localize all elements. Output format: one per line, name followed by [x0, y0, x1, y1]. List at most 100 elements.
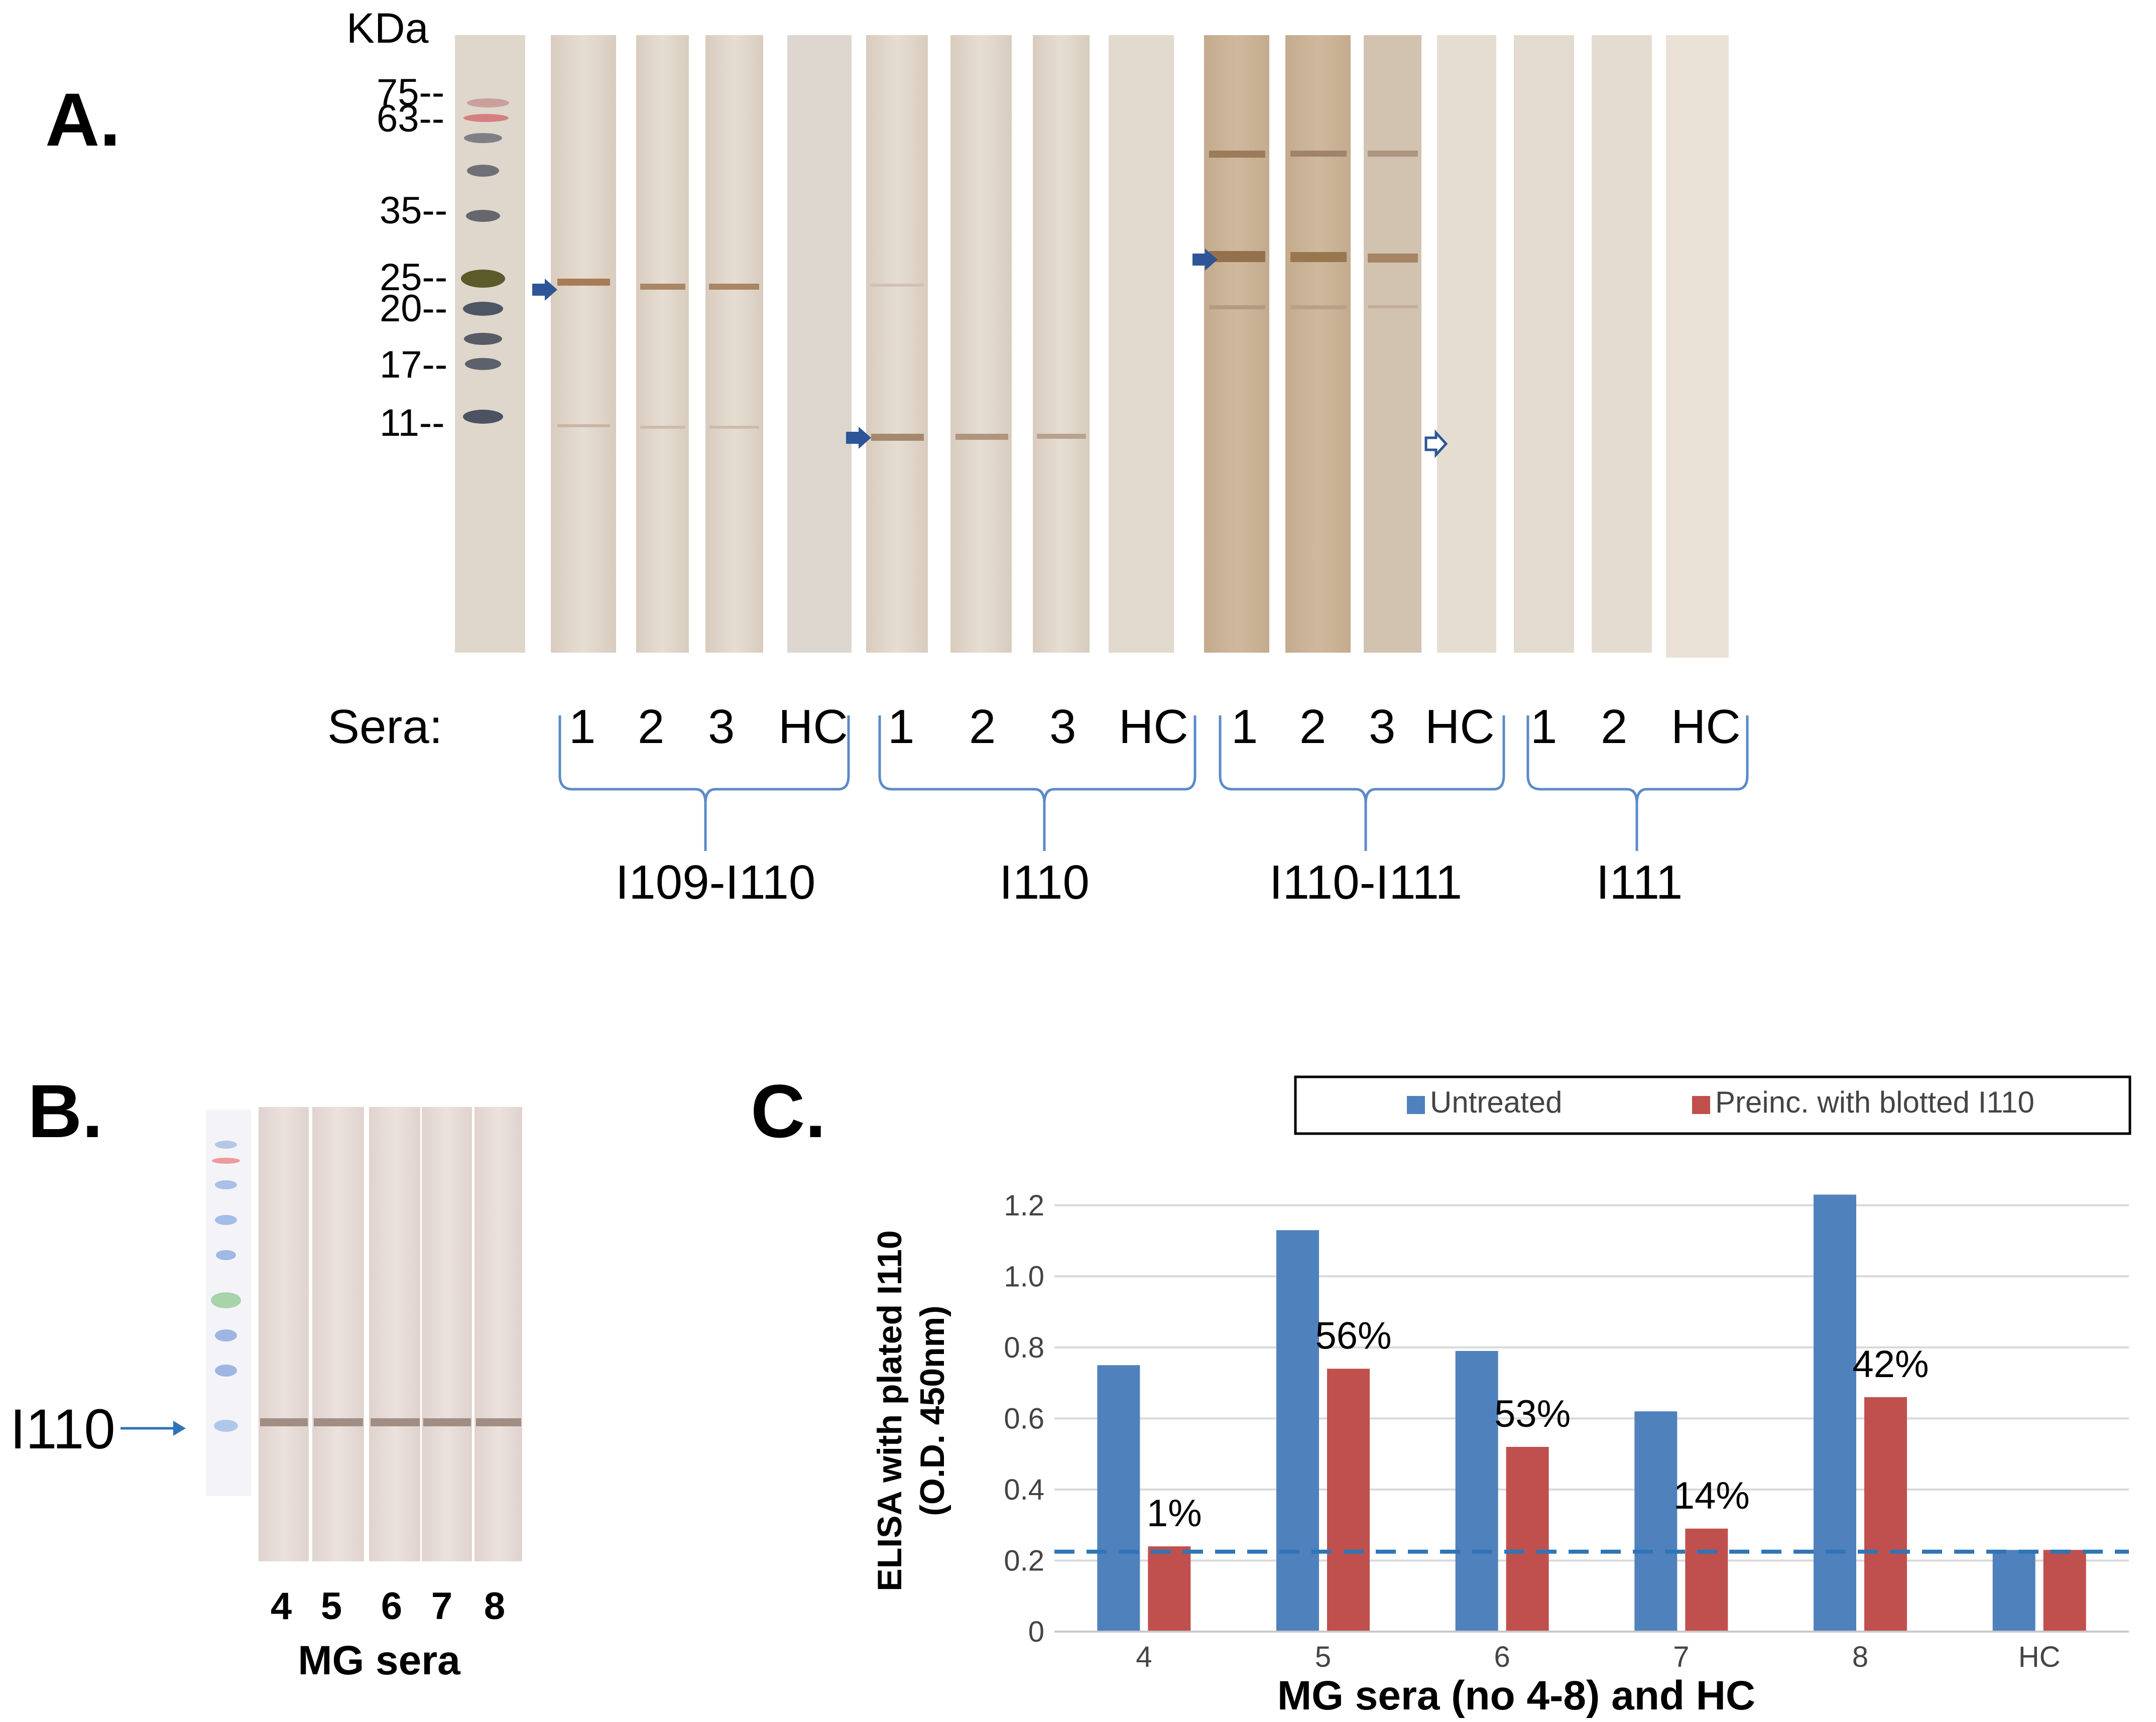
lane-label: 3: [1369, 700, 1395, 754]
y-tick-label: 0.2: [1004, 1544, 1044, 1577]
strip-g2-2: [950, 35, 1012, 653]
group-braces: [558, 715, 1749, 851]
bar-untreated-4: [1097, 1365, 1140, 1632]
sera-label: Sera:: [327, 700, 442, 754]
y-tick-label: 1.0: [1004, 1260, 1044, 1293]
chart-bars: [1097, 1194, 2086, 1632]
x-tick-label: 8: [1852, 1641, 1868, 1673]
strip-b-7: [422, 1107, 472, 1561]
lane-label: 1: [1530, 700, 1557, 754]
panel-c-label: C.: [751, 1069, 826, 1153]
y-tick-label: 0.4: [1004, 1473, 1044, 1506]
x-tick-label: 5: [1315, 1641, 1331, 1673]
marker-35: 35--: [380, 189, 447, 232]
bar-preinc-6: [1506, 1447, 1549, 1632]
strip-g2-3: [1033, 35, 1090, 653]
strip-g4-2: [1592, 35, 1652, 653]
marker-63: 63--: [377, 97, 444, 140]
group-name: I111: [1596, 855, 1683, 909]
marker-75: 75--: [377, 71, 444, 114]
y-tick-label: 1.2: [1004, 1189, 1044, 1222]
chart-gridlines: [1054, 1204, 2129, 1562]
strip-b-4: [259, 1107, 309, 1561]
panel-a-label: A.: [45, 77, 121, 162]
panel-b-label: B.: [28, 1069, 103, 1153]
lane-label: 2: [1299, 700, 1326, 754]
legend-swatch-preinc: [1692, 1096, 1710, 1114]
strip-b-5: [312, 1107, 364, 1561]
bar-untreated-HC: [1992, 1550, 2035, 1632]
bar-preinc-5: [1327, 1369, 1370, 1632]
b-lane-labels: 4 5 6 7 8: [271, 1585, 505, 1628]
lane-label: 2: [638, 700, 664, 754]
strip-g1-3: [705, 35, 763, 653]
lane-label: 3: [708, 700, 735, 754]
strip-g1-2: [636, 35, 689, 653]
b-xlabel: MG sera: [298, 1638, 461, 1683]
lane-label: HC: [1119, 700, 1188, 754]
strip-b-8: [474, 1107, 522, 1561]
bar-preinc-8: [1864, 1397, 1907, 1632]
bar-untreated-5: [1276, 1230, 1319, 1632]
chart-ylabel-2: (O.D. 450nm): [913, 1305, 951, 1516]
lane-label: 1: [569, 700, 595, 754]
strip-g3-2: [1285, 35, 1351, 653]
chart-y-ticks: 0 0.2 0.4 0.6 0.8 1.0 1.2: [1004, 1189, 1044, 1648]
strip-g2-1: [866, 35, 928, 653]
chart-legend: Untreated Preinc. with blotted I110: [1294, 1075, 2131, 1135]
arrow-right-icon: [121, 1421, 186, 1436]
open-arrow-icon: [1424, 429, 1448, 458]
western-blot-strips: [551, 35, 1729, 658]
marker-25: 25--: [380, 256, 447, 299]
panel-a: A. KDa 75-- 63-- 35-- 25-- 20-- 17-- 11-…: [45, 5, 1749, 909]
x-tick-label: 6: [1494, 1641, 1510, 1673]
lane-label: 3: [1049, 700, 1076, 754]
chart-xlabel: MG sera (no 4-8) and HC: [1277, 1673, 1755, 1718]
reduction-label: 42%: [1852, 1343, 1929, 1386]
ladder-strip-b: [206, 1110, 251, 1496]
strip-g2-hc: [1109, 35, 1174, 653]
bar-untreated-8: [1814, 1194, 1856, 1632]
marker-17: 17--: [380, 343, 447, 386]
y-tick-label: 0: [1028, 1616, 1044, 1648]
group-name: I110: [999, 855, 1090, 909]
marker-11: 11--: [380, 402, 445, 444]
legend-label-preinc: Preinc. with blotted I110: [1715, 1085, 2034, 1119]
kda-unit-label: KDa: [346, 5, 429, 52]
lane-label: 8: [484, 1585, 505, 1628]
lane-labels-g4: 1 2 HC: [1530, 700, 1741, 754]
panel-c: C. Untreated Preinc. with blotted I110 0…: [751, 1069, 2131, 1718]
lane-label: 2: [969, 700, 996, 754]
panel-b: B. I110: [10, 1069, 522, 1683]
lane-label: 1: [888, 700, 914, 754]
x-tick-label: HC: [2018, 1641, 2061, 1673]
group-names: I109-I110 I110 I110-I111 I111: [616, 855, 1683, 909]
marker-20: 20--: [380, 287, 447, 330]
chart-percent-labels: 1% 56% 53% 14% 42%: [1147, 1314, 1929, 1535]
band-arrow-icon: [532, 249, 1218, 449]
strip-g1-hc: [787, 35, 852, 653]
group-name: I109-I110: [616, 855, 816, 909]
reduction-label: 56%: [1315, 1314, 1391, 1357]
strip-g3-3: [1364, 35, 1421, 653]
strip-g1-1: [551, 35, 616, 653]
b-band-label: I110: [10, 1398, 115, 1460]
lane-labels-g3: 1 2 3 HC: [1231, 700, 1495, 754]
lane-label: 1: [1231, 700, 1258, 754]
strip-g3-1: [1204, 35, 1269, 653]
strip-g4-hc: [1666, 35, 1729, 658]
strip-b-6: [369, 1107, 420, 1561]
x-tick-label: 7: [1673, 1641, 1689, 1673]
lane-label: 2: [1601, 700, 1627, 754]
lane-label: 4: [271, 1585, 292, 1628]
strip-g3-hc: [1437, 35, 1496, 653]
bar-untreated-6: [1455, 1350, 1498, 1632]
chart-ylabel-1: ELISA with plated I110: [871, 1230, 909, 1591]
y-tick-label: 0.8: [1004, 1331, 1044, 1364]
lane-label: 6: [381, 1585, 402, 1628]
lane-labels-g2: 1 2 3 HC: [888, 700, 1188, 754]
chart-x-ticks: 4 5 6 7 8 HC: [1136, 1641, 2060, 1673]
lane-label: HC: [778, 700, 848, 754]
reduction-label: 14%: [1673, 1474, 1750, 1517]
